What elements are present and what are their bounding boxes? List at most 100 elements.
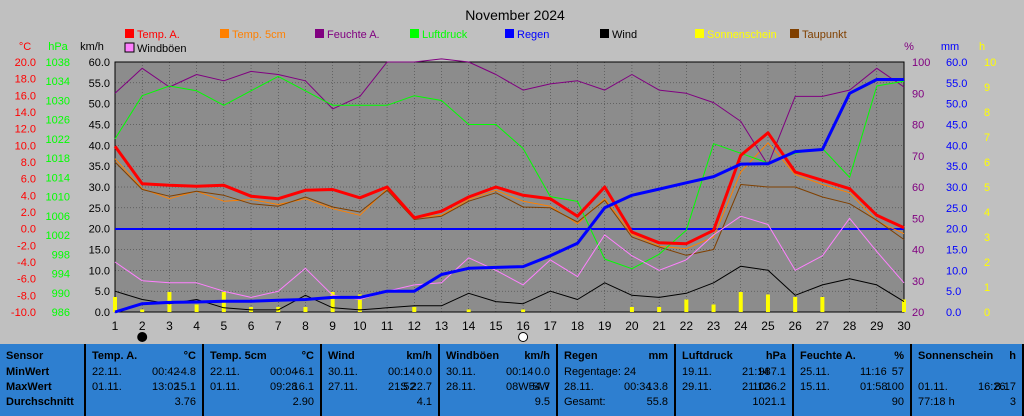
stats-date: 28.11.: [446, 381, 476, 393]
stats-row: Gesamt: 55.8: [558, 396, 674, 408]
humidity-tick: 90: [912, 88, 924, 100]
stats-panel-title: Luftdruck: [682, 350, 733, 362]
stats-panel: Windböen km/h 30.11. 00:14 0.0 28.11. 08W-SW 54…: [440, 344, 558, 416]
x-tick: 6: [248, 319, 255, 333]
x-tick: 15: [489, 319, 503, 333]
sunshine-bar: [521, 309, 526, 312]
legend-swatch: [125, 29, 134, 38]
stats-value: 9.5: [534, 396, 550, 408]
stats-time: 16:26: [978, 381, 1006, 393]
pressure-tick: 1030: [46, 95, 70, 107]
sunshine-bar: [711, 304, 716, 312]
sunshine-bar: [113, 297, 117, 312]
stats-time: 00:42: [152, 366, 180, 378]
stats-row: 22.11. 00:42 -4.8: [86, 366, 202, 378]
stats-panel-unit: mm: [648, 350, 668, 362]
stats-panel: Feuchte A.% 25.11. 11:16 57 15.11. 01:58 100 90: [794, 344, 912, 416]
wind-tick: 30.0: [89, 182, 110, 194]
legend-label: Temp. 5cm: [232, 29, 286, 41]
temp-tick: 8.0: [21, 157, 36, 169]
x-tick: 20: [625, 319, 639, 333]
stats-panel-unit: km/h: [524, 350, 550, 362]
sunshine-bar: [140, 309, 145, 312]
stats-panel-title: Temp. 5cm: [210, 350, 267, 362]
rain-tick: 50.0: [946, 99, 967, 111]
pressure-tick: 1038: [46, 57, 70, 69]
legend-label: Temp. A.: [137, 29, 180, 41]
series-line: [114, 58, 905, 166]
series-line: [114, 265, 905, 311]
temp-tick: -10.0: [11, 307, 36, 319]
stats-row: 90: [794, 396, 910, 408]
chart-title: November 2024: [465, 7, 565, 23]
series-line: [114, 142, 905, 250]
humidity-tick: 50: [912, 213, 924, 225]
sunshine-bar: [412, 307, 417, 312]
sun-tick: 1: [984, 282, 990, 294]
stats-time: 21:12: [742, 381, 770, 393]
stats-value: 1036.2: [752, 381, 786, 393]
x-tick: 27: [816, 319, 830, 333]
stats-panel: Luftdruck hPa 19.11. 21:14 987.1 29.11. 21:12 1…: [676, 344, 794, 416]
temp-tick: -8.0: [17, 290, 36, 302]
pressure-tick: 990: [52, 288, 70, 300]
pressure-tick: 1034: [46, 76, 70, 88]
stats-time: 21:14: [742, 366, 770, 378]
stats-panel-title: Windböen: [446, 350, 500, 362]
stats-time: 01:58: [860, 381, 888, 393]
x-tick: 26: [788, 319, 802, 333]
stats-date: 25.11.: [800, 366, 830, 378]
pressure-tick: 998: [52, 249, 70, 261]
stats-date: 22.11.: [92, 366, 122, 378]
stats-panel-unit: km/h: [406, 350, 432, 362]
stats-time: 13:02: [152, 381, 180, 393]
series-line: [114, 78, 904, 314]
rain-tick: 5.0: [946, 286, 961, 298]
sunshine-bar: [684, 299, 689, 312]
stats-date: 29.11.: [682, 381, 712, 393]
stats-time: 00:14: [506, 366, 534, 378]
wind-tick: 55.0: [89, 78, 110, 90]
new-moon-marker: [518, 332, 529, 342]
stats-time: 11:16: [860, 366, 887, 378]
rain-tick: 40.0: [946, 140, 967, 152]
pressure-tick: 1022: [46, 134, 70, 146]
stats-value: 57: [891, 366, 904, 378]
stats-date: 77:18 h: [918, 396, 955, 408]
x-tick: 12: [408, 319, 422, 333]
x-tick: 11: [381, 319, 394, 333]
stats-panel: Temp. A. °C 22.11. 00:42 -4.8 01.11. 13:02 15.1…: [86, 344, 204, 416]
stats-value: 3.76: [174, 396, 196, 408]
legend-swatch: [410, 29, 419, 38]
sunshine-bar: [820, 297, 825, 312]
wind-tick: 45.0: [89, 120, 110, 132]
legend-swatch: [695, 29, 704, 38]
wind-tick: 60.0: [89, 57, 110, 69]
rain-tick: 20.0: [946, 224, 967, 236]
legend-swatch: [124, 42, 135, 53]
series-line: [113, 131, 905, 246]
sun-tick: 6: [984, 157, 990, 169]
temp-tick: -4.0: [17, 257, 36, 269]
stats-row-label: MinWert: [6, 366, 50, 378]
pressure-tick: 994: [52, 269, 70, 281]
rain-tick: 35.0: [946, 161, 967, 173]
temp-tick: 16.0: [15, 90, 36, 102]
axes: 20.018.016.014.012.010.08.06.04.02.00.0-…: [11, 41, 996, 333]
stats-row: 01.11. 13:02 15.1: [86, 381, 202, 393]
rain-tick: 55.0: [946, 78, 967, 90]
stats-row: 4.1: [322, 396, 438, 408]
wind-tick: 50.0: [89, 99, 110, 111]
stats-row: 30.11. 00:14 0.0: [322, 366, 438, 378]
humidity-tick: 100: [912, 57, 930, 69]
legend-swatch: [790, 29, 799, 38]
stats-date: 01.11.: [210, 381, 240, 393]
stats-time: 09:28: [270, 381, 298, 393]
stats-row: 25.11. 11:16 57: [794, 366, 910, 378]
x-tick: 9: [329, 319, 336, 333]
statistics-table: Sensor MinWert MaxWert Durchschnitt Temp. A.…: [0, 344, 1024, 416]
stats-row: 28.11. 08W-SW 54.7: [440, 381, 556, 393]
rain-tick: 25.0: [946, 203, 967, 215]
stats-value: 90: [891, 396, 904, 408]
pressure-axis-unit: hPa: [48, 41, 68, 53]
